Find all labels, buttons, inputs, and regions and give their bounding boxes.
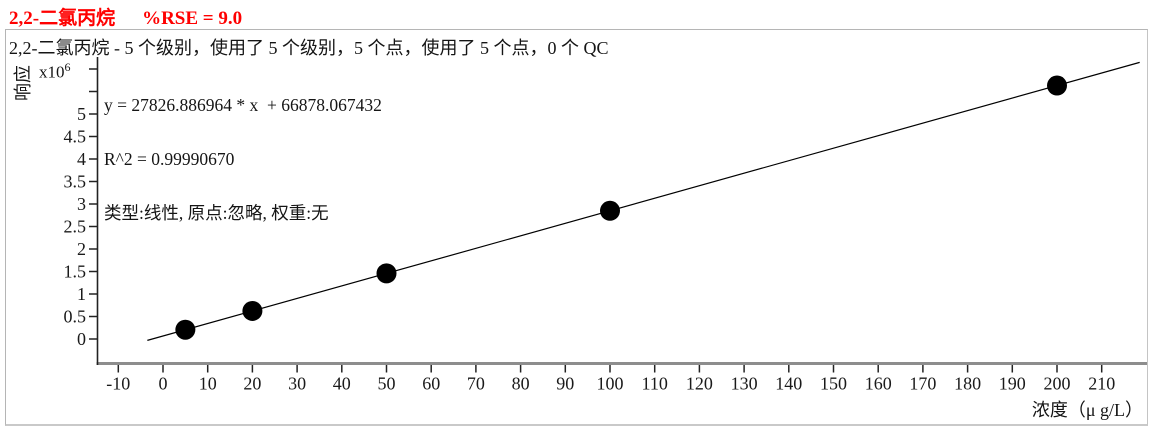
y-tick-label: 2.5 bbox=[64, 217, 87, 237]
y-axis-unit-base: x10 bbox=[39, 62, 65, 82]
x-tick-label: -10 bbox=[106, 374, 130, 394]
x-tick-label: 90 bbox=[556, 374, 574, 394]
y-tick-label: 1.5 bbox=[64, 262, 87, 282]
chart-box[interactable] bbox=[5, 29, 1148, 426]
curve-subtitle: 2,2-二氯丙烷 - 5 个级别，使用了 5 个级别，5 个点，使用了 5 个点… bbox=[9, 38, 609, 58]
x-tick-label: 80 bbox=[512, 374, 530, 394]
fit-r-squared: R^2 = 0.99990670 bbox=[104, 149, 235, 169]
x-tick-label: 170 bbox=[909, 374, 936, 394]
y-tick-label: 1 bbox=[77, 284, 86, 304]
x-tick-label: 180 bbox=[954, 374, 981, 394]
y-tick-label: 4.5 bbox=[64, 127, 87, 147]
fit-description: 类型:线性, 原点:忽略, 权重:无 bbox=[104, 203, 329, 223]
y-tick-label: 2 bbox=[77, 239, 86, 259]
x-tick-label: 50 bbox=[378, 374, 396, 394]
x-tick-label: 40 bbox=[333, 374, 351, 394]
x-tick-label: 20 bbox=[243, 374, 261, 394]
x-tick-label: 200 bbox=[1044, 374, 1071, 394]
y-tick-label: 4 bbox=[77, 149, 86, 169]
x-tick-label: 110 bbox=[642, 374, 668, 394]
data-point[interactable] bbox=[1047, 75, 1067, 96]
compound-name: 2,2-二氯丙烷 bbox=[9, 8, 116, 29]
data-point[interactable] bbox=[175, 319, 196, 340]
x-tick-label: 100 bbox=[597, 374, 624, 394]
x-tick-label: 140 bbox=[775, 374, 802, 394]
x-axis-title: 浓度（μ g/L） bbox=[1031, 400, 1143, 420]
y-tick-label: 0 bbox=[77, 329, 86, 349]
x-tick-label: 30 bbox=[288, 374, 306, 394]
x-tick-label: 0 bbox=[159, 374, 168, 394]
y-axis-unit: x106 bbox=[39, 60, 71, 83]
x-tick-label: 60 bbox=[422, 374, 440, 394]
data-point[interactable] bbox=[600, 200, 620, 221]
rse-value: %RSE = 9.0 bbox=[142, 8, 243, 29]
curve-title: 2,2-二氯丙烷 %RSE = 9.0 bbox=[9, 3, 242, 30]
x-tick-label: 10 bbox=[199, 374, 217, 394]
x-tick-label: 210 bbox=[1088, 374, 1115, 394]
x-tick-label: 190 bbox=[999, 374, 1026, 394]
data-point[interactable] bbox=[242, 300, 263, 321]
x-tick-label: 150 bbox=[820, 374, 847, 394]
x-tick-label: 120 bbox=[686, 374, 713, 394]
y-tick-label: 3 bbox=[77, 194, 86, 214]
x-tick-label: 130 bbox=[731, 374, 758, 394]
regression-line bbox=[147, 61, 1140, 341]
x-tick-label: 70 bbox=[467, 374, 485, 394]
x-tick-label: 160 bbox=[865, 374, 892, 394]
y-tick-label: 3.5 bbox=[64, 172, 87, 192]
fit-equation: y = 27826.886964 * x + 66878.067432 bbox=[104, 95, 382, 115]
y-axis-unit-exponent: 6 bbox=[64, 60, 71, 74]
data-point[interactable] bbox=[376, 263, 397, 284]
y-tick-label: 0.5 bbox=[64, 307, 87, 327]
y-tick-label: 5 bbox=[77, 104, 86, 124]
fit-annotation: y = 27826.886964 * x + 66878.067432 R^2 … bbox=[104, 60, 382, 258]
